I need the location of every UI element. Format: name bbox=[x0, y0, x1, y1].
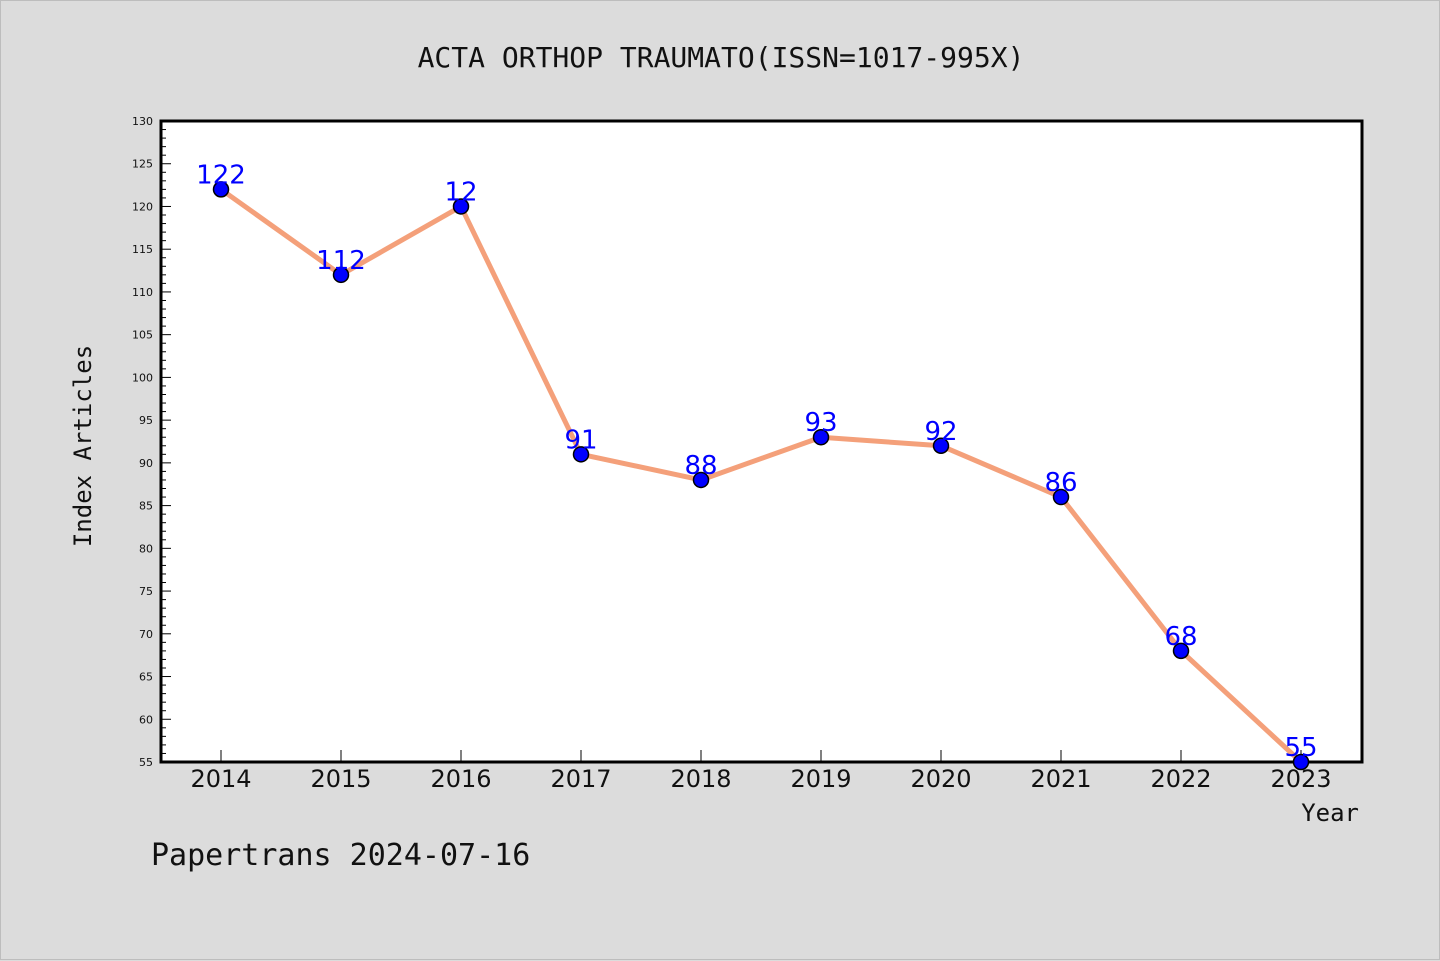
series-line bbox=[218, 186, 1304, 765]
data-label: 55 bbox=[1284, 733, 1317, 763]
y-tick-label: 55 bbox=[139, 756, 153, 769]
y-axis-title: Index Articles bbox=[69, 345, 97, 547]
y-tick-label: 105 bbox=[132, 329, 153, 342]
y-tick-label: 75 bbox=[139, 585, 153, 598]
data-label: 12 bbox=[444, 177, 477, 207]
x-tick-label: 2018 bbox=[670, 765, 731, 793]
marker-group bbox=[212, 181, 1310, 771]
x-tick-label: 2015 bbox=[310, 765, 371, 793]
footer-text: Papertrans 2024-07-16 bbox=[151, 838, 530, 873]
data-label: 93 bbox=[804, 408, 837, 438]
x-tick-label: 2020 bbox=[910, 765, 971, 793]
data-point-marker bbox=[1052, 488, 1070, 506]
y-tick-label: 70 bbox=[139, 628, 153, 641]
data-label: 68 bbox=[1164, 622, 1197, 652]
data-point-marker bbox=[692, 471, 710, 489]
y-tick-label: 125 bbox=[132, 158, 153, 171]
series-line-group bbox=[218, 186, 1304, 765]
x-tick-label: 2019 bbox=[790, 765, 851, 793]
y-tick-label: 90 bbox=[139, 457, 153, 470]
y-tick-label: 100 bbox=[132, 371, 153, 384]
plot-area bbox=[159, 119, 1364, 764]
y-tick-label: 120 bbox=[132, 200, 153, 213]
data-point-marker bbox=[1172, 642, 1190, 660]
data-label: 112 bbox=[316, 246, 366, 276]
y-tick-label: 80 bbox=[139, 542, 153, 555]
x-axis-title: Year bbox=[1301, 799, 1359, 827]
data-label: 88 bbox=[684, 451, 717, 481]
y-tick-label: 85 bbox=[139, 500, 153, 513]
x-tick-label: 2021 bbox=[1030, 765, 1091, 793]
y-axis: 55 60 65 70 75 80 85 90 95 100 105 110 115 120 125 130 bbox=[132, 115, 171, 769]
y-tick-label: 60 bbox=[139, 713, 153, 726]
x-tick-label: 2017 bbox=[550, 765, 611, 793]
data-label: 86 bbox=[1044, 468, 1077, 498]
data-point-marker bbox=[332, 266, 350, 284]
data-point-marker bbox=[932, 437, 950, 455]
x-tick-label: 2022 bbox=[1150, 765, 1211, 793]
y-tick-label: 65 bbox=[139, 671, 153, 684]
data-label: 122 bbox=[196, 160, 246, 190]
data-point-marker bbox=[812, 428, 830, 446]
data-point-marker bbox=[212, 181, 230, 198]
data-point-marker bbox=[572, 446, 590, 463]
data-label: 92 bbox=[924, 417, 957, 447]
y-tick-label: 110 bbox=[132, 286, 153, 299]
y-tick-label: 95 bbox=[139, 414, 153, 427]
data-point-marker bbox=[452, 198, 470, 215]
chart-title: ACTA ORTHOP TRAUMATO(ISSN=1017-995X) bbox=[418, 41, 1025, 74]
x-tick-label: 2016 bbox=[430, 765, 491, 793]
data-label: 91 bbox=[564, 425, 597, 455]
data-label-group: 122 112 12 91 88 93 92 86 68 55 bbox=[196, 160, 1317, 763]
data-point-marker bbox=[1292, 753, 1310, 771]
y-tick-label: 130 bbox=[132, 115, 153, 128]
x-tick-label: 2014 bbox=[190, 765, 251, 793]
y-tick-label: 115 bbox=[132, 243, 153, 256]
